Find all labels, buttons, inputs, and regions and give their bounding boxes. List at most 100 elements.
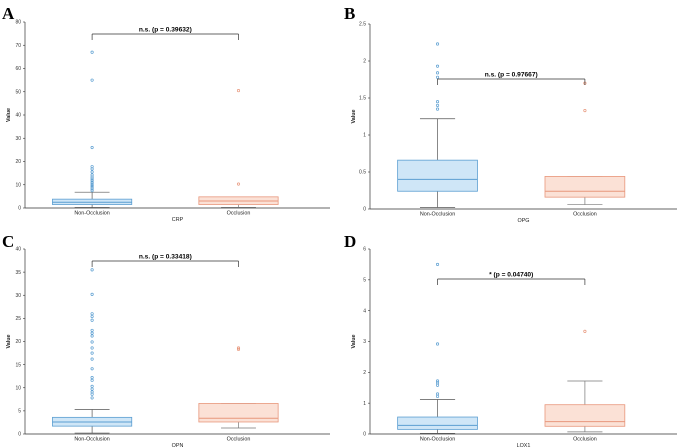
outlier-point [90,334,94,338]
y-tick-label: 1.5 [359,96,366,102]
outlier-point [435,394,440,398]
y-axis-label: Value [6,334,12,348]
box-iqr [397,416,478,430]
y-tick-label: 3 [363,339,366,345]
outlier-point [90,384,94,388]
box-occlusion [544,329,626,433]
y-tick-label: 1 [363,401,366,407]
box-non-occlusion [397,262,478,434]
outlier-point [90,351,94,355]
y-tick-label: 6 [363,247,366,253]
x-axis-label: CRP [172,217,184,223]
outlier-point [90,314,94,319]
outlier-point [90,184,94,188]
outlier-point [435,381,440,385]
y-tick-label: 0 [363,432,366,438]
y-tick-label: 1 [363,133,366,139]
outlier-point [90,189,94,193]
x-axis-label: OPG [518,218,530,224]
box-iqr [397,159,478,192]
outlier-point [90,378,94,382]
outlier-point [435,42,440,46]
outlier-point [90,182,94,186]
panel-d: D 0 1 2 3 4 5 6 Value LOX1 Non-Occlusion Occlusion *… [344,232,677,448]
outlier-point [90,346,94,350]
y-tick-label: 25 [15,316,21,322]
y-tick-label: 4 [363,308,366,314]
outlier-point [90,387,94,391]
outlier-point [90,179,94,183]
outlier-point [90,340,94,344]
category-label: Non-Occlusion [74,211,109,217]
outlier-point [90,180,94,184]
outlier-point [90,185,94,189]
box-occlusion [198,346,279,429]
outlier-point [90,170,94,174]
x-axis-label: LOX1 [517,443,531,448]
y-tick-label: 60 [15,66,21,72]
y-tick-label: 20 [15,339,21,345]
y-tick-label: 35 [15,270,21,276]
y-tick-label: 50 [15,89,21,95]
outlier-point [583,109,587,113]
outlier-point [435,107,440,111]
category-label: Non-Occlusion [420,212,455,218]
panel-a: A 0 10 20 30 40 50 60 70 80 Value CRP Non-Occlusion O… [2,4,330,223]
significance-label: n.s. (p = 0.39632) [139,27,192,34]
outlier-point [435,262,440,266]
y-tick-label: 0 [18,432,21,438]
category-label: Occlusion [227,437,251,443]
y-axis-label: Value [6,108,12,122]
outlier-point [90,268,94,272]
y-tick-label: 20 [15,159,21,165]
outlier-point [236,346,241,350]
outlier-point [435,75,440,79]
y-tick-label: 5 [18,409,21,415]
outlier-point [90,187,94,191]
category-label: Occlusion [573,212,597,218]
box-non-occlusion [52,50,133,208]
outlier-point [435,379,440,383]
outlier-point [90,177,94,181]
box-non-occlusion [397,42,478,208]
outlier-point [90,376,94,380]
outlier-point [90,318,94,322]
panel-letter-b: B [344,4,355,23]
y-tick-label: 2 [363,370,366,376]
y-tick-label: 5 [363,278,366,284]
box-iqr [544,404,626,427]
outlier-point [90,367,94,371]
box-iqr [544,176,626,198]
y-tick-label: 0 [18,206,21,212]
significance-label: n.s. (p = 0.33418) [139,254,192,261]
y-axis-label: Value [351,109,357,123]
category-label: Occlusion [227,211,251,217]
category-label: Non-Occlusion [420,437,455,443]
category-label: Occlusion [573,437,597,443]
outlier-point [435,71,440,75]
box-non-occlusion [52,268,133,434]
y-tick-label: 0 [363,207,366,213]
outlier-point [90,173,94,177]
outlier-point [583,329,587,333]
outlier-point [90,390,94,394]
y-tick-label: 2.5 [359,22,366,28]
y-tick-label: 30 [15,136,21,142]
y-tick-label: 10 [15,182,21,188]
panel-b: B 0 0.5 1 1.5 2 2.5 Value OPG Non-Occlusion Occlus… [344,4,677,224]
significance-label: * (p = 0.04740) [489,272,533,279]
panel-c: C 0 5 10 15 20 25 30 35 40 Value OPN Non-Occlusion Oc… [2,232,330,448]
panel-letter-a: A [2,4,15,23]
outlier-point [236,182,241,186]
x-axis-label: OPN [172,443,184,448]
panel-letter-d: D [344,232,356,251]
panel-letter-c: C [2,232,14,251]
outlier-point [90,165,94,169]
outlier-point [435,103,440,107]
y-axis-label: Value [351,334,357,348]
y-tick-label: 80 [15,20,21,26]
outlier-point [90,331,94,335]
significance-label: n.s. (p = 0.97667) [485,72,538,79]
y-tick-label: 10 [15,385,21,391]
